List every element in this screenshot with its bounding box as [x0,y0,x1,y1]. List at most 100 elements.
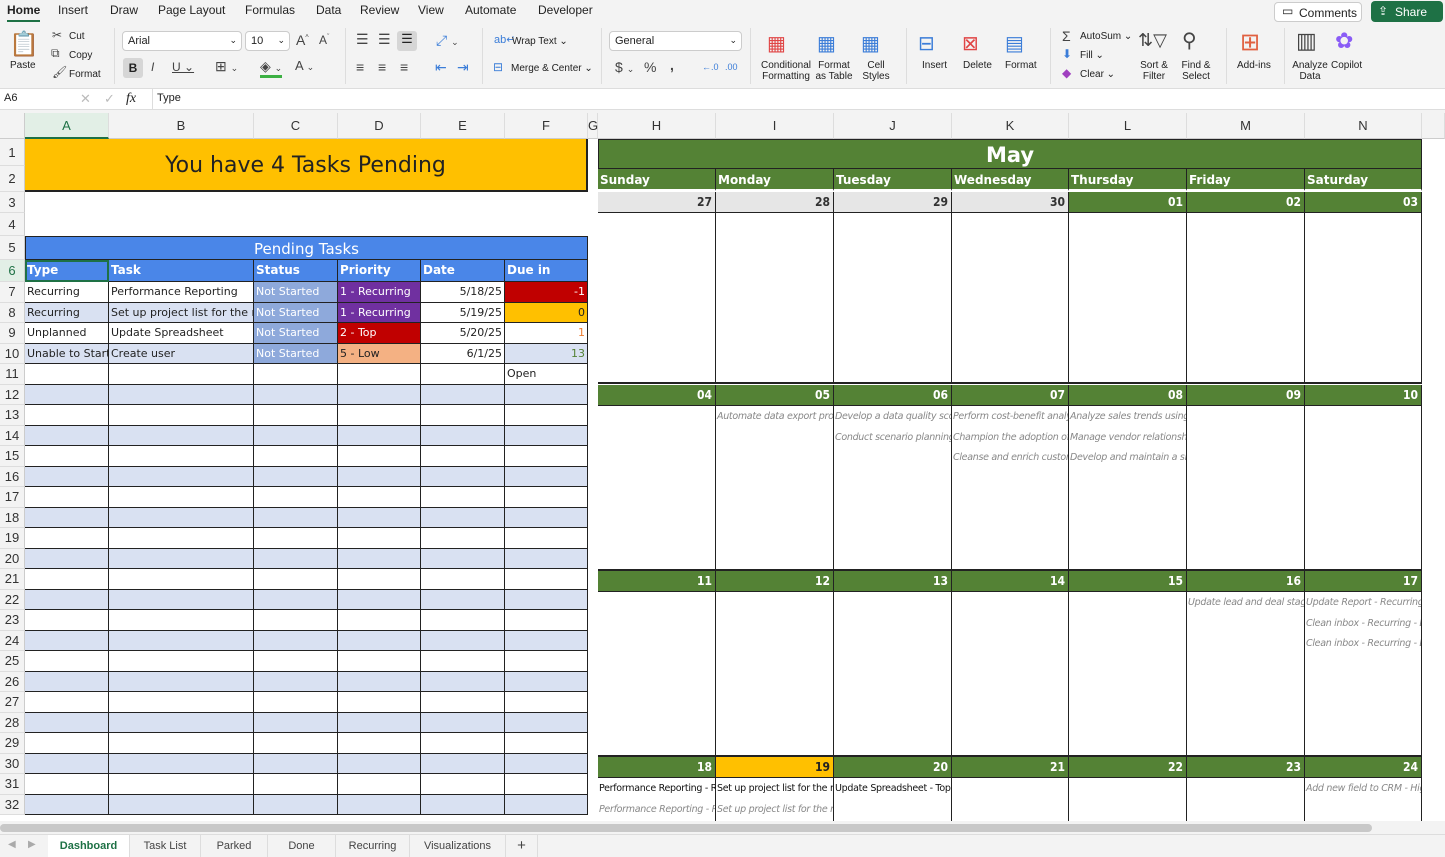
cell[interactable] [338,425,421,446]
decrease-indent-icon[interactable]: ⇤ [435,59,447,75]
cell[interactable] [109,671,254,692]
align-right-icon[interactable]: ≡ [400,59,409,75]
cell[interactable] [421,364,505,385]
table-header-date[interactable]: Date [421,260,505,282]
calendar-event[interactable]: Clean inbox - Recurring - Do [1306,638,1422,649]
cell[interactable] [25,610,109,631]
row-header-18[interactable]: 18 [0,507,25,528]
calendar-date-09[interactable]: 09 [1187,385,1305,406]
column-header-H[interactable]: H [598,113,716,139]
cell[interactable] [109,733,254,754]
cell[interactable] [254,610,338,631]
comments-button[interactable]: ▭ Comments [1274,2,1362,22]
calendar-day-cell[interactable]: Update Spreadsheet - Top - [834,778,952,821]
cell[interactable] [505,610,588,631]
cell[interactable] [505,753,588,774]
paste-icon[interactable]: 📋 [9,31,39,58]
calendar-day-cell[interactable]: Add new field to CRM - High [1305,778,1422,821]
cell[interactable] [254,548,338,569]
cell[interactable] [505,692,588,713]
calendar-event[interactable]: Performance Reporting - Re [599,783,716,794]
cell[interactable] [254,528,338,549]
italic-button[interactable]: I [151,60,155,74]
calendar-day-cell[interactable] [834,213,952,384]
task-due-cell[interactable]: 0 [505,302,588,323]
cell[interactable] [421,425,505,446]
row-header-27[interactable]: 27 [0,692,25,713]
task-priority-cell[interactable]: 1 - Recurring [338,302,421,323]
cell[interactable] [421,733,505,754]
row-header-5[interactable]: 5 [0,236,25,260]
cell[interactable] [338,446,421,467]
worksheet-grid[interactable]: A B C D E F G H I J K L M N 1 2 3 4 5 6 7 8 9 10 11 12 13 14 15 16 17 1… [0,113,1445,821]
row-header-9[interactable]: 9 [0,323,25,344]
calendar-day-cell[interactable] [1069,778,1187,821]
align-center-icon[interactable]: ≡ [378,59,387,75]
decrease-font-icon[interactable]: Aˇ [319,33,330,47]
calendar-event[interactable]: Develop a data quality scorecard [835,411,951,422]
cell[interactable] [421,487,505,508]
cell[interactable] [505,487,588,508]
cell[interactable] [421,753,505,774]
cell[interactable] [421,630,505,651]
sheet-tab-recurring[interactable]: Recurring [336,835,410,857]
column-header-N[interactable]: N [1305,113,1422,139]
increase-indent-icon[interactable]: ⇥ [457,59,469,75]
cell[interactable] [25,405,109,426]
calendar-day-cell[interactable] [598,406,716,571]
row-header-8[interactable]: 8 [0,302,25,323]
cell[interactable] [254,692,338,713]
calendar-event[interactable]: Manage vendor relationships [1070,431,1187,443]
insert-function-icon[interactable]: fx [126,91,137,106]
cell[interactable] [109,630,254,651]
task-type-cell[interactable]: Unable to Start [25,343,109,364]
cell[interactable] [109,384,254,405]
cell[interactable] [338,487,421,508]
cell[interactable] [254,466,338,487]
calendar-event[interactable]: Update lead and deal stages [1188,597,1305,608]
calendar-date-01[interactable]: 01 [1069,192,1187,213]
cell[interactable] [254,507,338,528]
cell[interactable] [25,589,109,610]
calendar-date-07[interactable]: 07 [952,385,1069,406]
row-header-20[interactable]: 20 [0,548,25,569]
calendar-event[interactable]: Clean inbox - Recurring - Do [1306,617,1422,629]
task-date-cell[interactable]: 5/18/25 [421,282,505,303]
cell[interactable] [338,569,421,590]
cell[interactable] [505,630,588,651]
ribbon-tab-review[interactable]: Review [360,3,400,17]
ribbon-tab-view[interactable]: View [418,3,444,17]
cell[interactable] [25,630,109,651]
cell[interactable] [25,466,109,487]
cut-button[interactable]: Cut [69,31,85,42]
table-header-due-in[interactable]: Due in [505,260,588,282]
add-sheet-button[interactable]: + [506,835,538,857]
calendar-date-18[interactable]: 18 [598,757,716,778]
cell[interactable] [421,794,505,815]
cell[interactable] [338,507,421,528]
cell[interactable] [25,733,109,754]
cell[interactable] [505,651,588,672]
cell[interactable] [25,384,109,405]
cell[interactable] [254,589,338,610]
task-priority-cell[interactable]: 1 - Recurring [338,282,421,303]
cell[interactable] [25,507,109,528]
ribbon-tab-developer[interactable]: Developer [538,3,593,17]
task-type-cell[interactable]: Unplanned [25,323,109,344]
cell[interactable] [254,671,338,692]
copy-button[interactable]: Copy [69,50,93,61]
task-priority-cell[interactable]: 5 - Low [338,343,421,364]
cell[interactable] [505,384,588,405]
cell[interactable] [25,364,109,385]
cell[interactable] [338,630,421,651]
cell[interactable] [109,589,254,610]
cell[interactable] [505,405,588,426]
row-header-22[interactable]: 22 [0,589,25,610]
cell[interactable] [109,446,254,467]
column-header-E[interactable]: E [421,113,505,139]
analyze-data-button[interactable]: Analyze Data [1292,60,1328,82]
cell[interactable] [109,753,254,774]
cell[interactable] [338,774,421,795]
decrease-decimal-icon[interactable]: .00 [725,62,738,72]
column-header-A[interactable]: A [25,113,109,139]
